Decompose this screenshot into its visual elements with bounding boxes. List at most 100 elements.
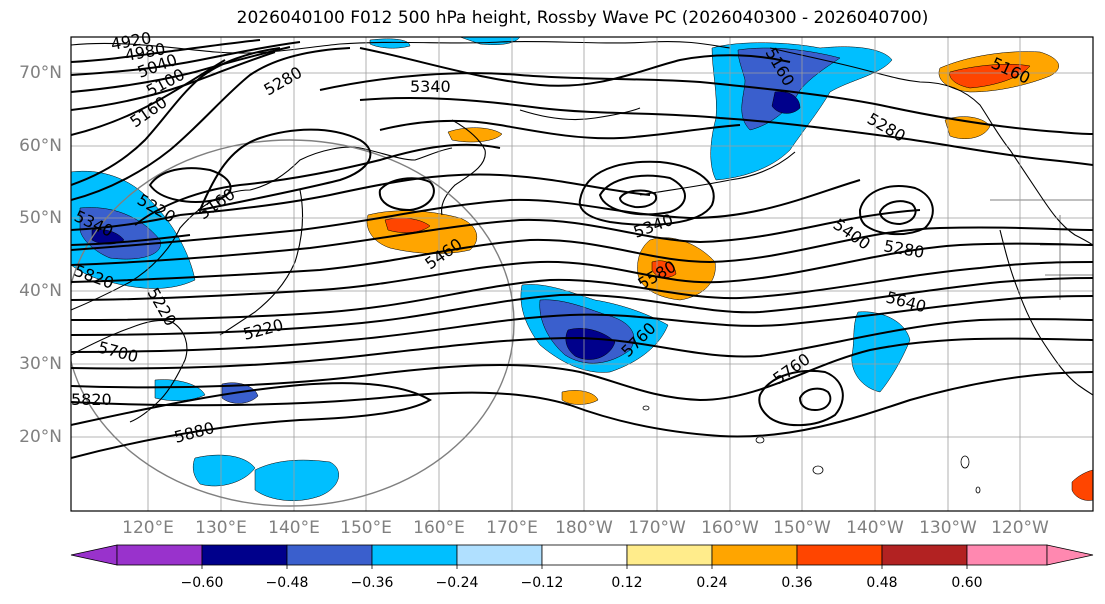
colorbar-segment [711, 544, 798, 566]
coastline-north-america [999, 229, 1093, 396]
lon-label: 150°W [773, 518, 831, 538]
colorbar-tick-label: −0.48 [265, 575, 309, 591]
contour-line [359, 97, 1093, 166]
influence-circle [71, 139, 515, 507]
lon-label: 140°W [846, 518, 904, 538]
contour-line [319, 72, 1093, 135]
contour-line [71, 46, 291, 93]
lon-label: 180°W [555, 518, 613, 538]
contour-line [71, 382, 432, 459]
contour-line [758, 369, 844, 427]
contour-line [134, 143, 501, 226]
colorbar-tick-label: −0.24 [435, 575, 479, 591]
contour-line [71, 179, 861, 251]
lon-label: 130°E [195, 518, 247, 538]
contour-line [71, 47, 281, 186]
colorbar-tick-label: 0.24 [696, 575, 728, 591]
coastline-china [71, 319, 188, 423]
positive-anomaly-area [561, 390, 599, 405]
contour-line [71, 318, 1093, 370]
contour-line [71, 337, 1093, 402]
contour-line [71, 47, 351, 201]
lat-label: 20°N [19, 427, 62, 447]
contour-line [71, 214, 181, 231]
colorbar-segment [796, 544, 883, 566]
contour-line [199, 128, 372, 211]
coastline-chukotka [519, 107, 641, 121]
negative-anomaly-core [565, 328, 616, 360]
lat-label: 40°N [19, 281, 62, 301]
contour-line [359, 47, 791, 87]
lon-label: 140°E [268, 518, 320, 538]
contour-line [71, 41, 301, 76]
island [960, 455, 970, 469]
lon-label: 120°W [991, 518, 1049, 538]
map-frame [70, 36, 1094, 512]
contour-line [878, 200, 917, 226]
colorbar-tick-label: 0.12 [611, 575, 643, 591]
contour-line [71, 371, 1093, 438]
negative-anomaly-area [369, 38, 411, 49]
map-background [71, 37, 1093, 511]
lon-label: 130°W [919, 518, 977, 538]
contour-line [379, 119, 741, 140]
colorbar-min-arrow [70, 544, 118, 566]
negative-anomaly-core [771, 91, 801, 114]
contour-line [148, 167, 232, 203]
colorbar-segment [201, 544, 288, 566]
hawaii-island [812, 465, 824, 475]
island [642, 405, 650, 411]
grid-lines [71, 37, 1093, 511]
map-title: 2026040100 F012 500 hPa height, Rossby W… [236, 8, 929, 28]
lon-label: 160°E [413, 518, 465, 538]
contour-label: 5820 [71, 390, 112, 409]
contour-line [71, 39, 261, 63]
colorbar-segment [286, 544, 373, 566]
island [975, 486, 981, 494]
contour-line [71, 242, 1093, 301]
contour-line [71, 234, 191, 246]
contour-line [71, 261, 1093, 321]
contour-line [618, 189, 658, 209]
colorbar-max-arrow [1046, 544, 1094, 566]
colorbar-segment [116, 544, 203, 566]
contour-line [71, 277, 1093, 336]
coastline-kamchatka [441, 119, 486, 216]
contour-line [598, 174, 686, 216]
lon-label: 160°W [701, 518, 759, 538]
lat-label: 30°N [19, 354, 62, 374]
colorbar-segment [881, 544, 968, 566]
colorbar-tick-label: −0.36 [350, 575, 394, 591]
negative-anomaly-area [192, 454, 256, 487]
contour-label: 5340 [410, 77, 451, 96]
lat-label: 70°N [19, 63, 62, 83]
negative-anomaly-area [851, 311, 911, 393]
colorbar-segment [626, 544, 713, 566]
lon-label: 150°E [340, 518, 392, 538]
positive-anomaly-core [949, 63, 1031, 89]
contour-line [858, 185, 934, 236]
islands [642, 405, 981, 494]
colorbar-segment [371, 544, 458, 566]
lat-label: 60°N [19, 136, 62, 156]
colorbar-segment [966, 544, 1048, 566]
positive-anomaly-core [651, 260, 677, 278]
height-contours [71, 39, 1093, 459]
colorbar-segment [541, 544, 628, 566]
colorbar-tick-label: −0.60 [180, 575, 224, 591]
colorbar-tick-label: 0.60 [951, 575, 983, 591]
colorbar-segment [456, 544, 543, 566]
contour-line [578, 160, 715, 226]
contour-line [798, 387, 832, 412]
lon-label: 170°W [628, 518, 686, 538]
colorbar-tick-label: −0.12 [520, 575, 564, 591]
lat-label: 50°N [19, 208, 62, 228]
contour-line [378, 177, 435, 212]
contour-line [71, 295, 1093, 353]
contour-line [71, 209, 921, 266]
colorbar [70, 544, 1094, 569]
positive-anomaly-area [1071, 469, 1093, 501]
colorbar-tick-label: 0.48 [866, 575, 898, 591]
negative-anomaly-area [154, 379, 206, 401]
